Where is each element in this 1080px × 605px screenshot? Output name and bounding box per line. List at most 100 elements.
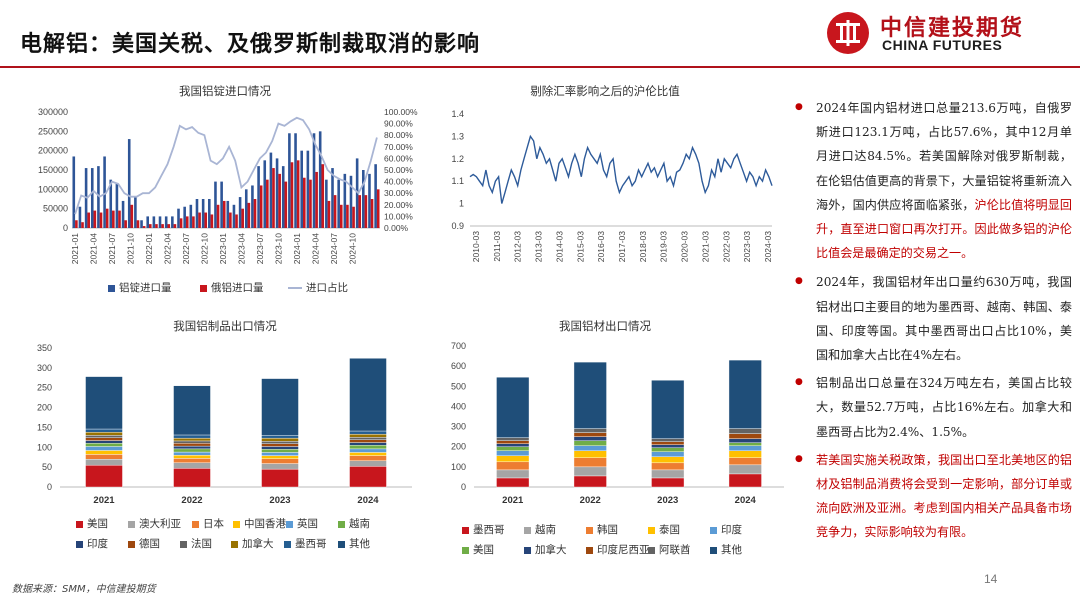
- y-tick-label: 50000: [43, 204, 68, 214]
- bar-russia-imports: [81, 222, 84, 228]
- x-category-label: 2023: [657, 495, 678, 506]
- legend-item: 澳大利亚: [128, 516, 181, 531]
- x-tick-label: 2024-03: [763, 231, 773, 262]
- y2-tick-label: 30.00%: [384, 188, 413, 198]
- stacked-bar-segment: [573, 450, 607, 458]
- stacked-bar-segment: [85, 446, 123, 451]
- stacked-bar-segment: [85, 458, 123, 466]
- y-tick-label: 1: [459, 199, 464, 209]
- stacked-bar-segment: [85, 428, 123, 433]
- stacked-bar-segment: [496, 443, 530, 447]
- bar-russia-imports: [333, 195, 337, 228]
- stacked-bar-segment: [651, 441, 685, 445]
- legend-item: 韩国: [586, 522, 618, 537]
- stacked-bar-segment: [496, 446, 530, 451]
- stacked-bar-segment: [573, 440, 607, 446]
- y2-tick-label: 60.00%: [384, 153, 413, 163]
- y-tick-label: 350: [37, 343, 52, 353]
- y2-tick-label: 50.00%: [384, 165, 413, 175]
- bar-ingot-imports: [362, 170, 365, 228]
- x-category-label: 2023: [269, 495, 290, 506]
- y-tick-label: 500: [451, 381, 466, 391]
- y-tick-label: 50: [42, 462, 52, 472]
- bar-russia-imports: [346, 204, 349, 228]
- legend-item: 印度尼西亚: [586, 542, 650, 557]
- bar-ingot-imports: [226, 200, 230, 228]
- stacked-bar-segment: [728, 450, 762, 458]
- bar-ingot-imports: [90, 168, 94, 228]
- legend-item: 越南: [338, 516, 370, 531]
- stacked-bar-segment: [261, 452, 299, 456]
- chart3-legend: 美国 澳大利亚 日本 中国香港 英国 越南 印度 德国 法国 加拿大 墨西哥 其…: [76, 516, 406, 552]
- stacked-bar-segment: [173, 468, 211, 488]
- legend-item: 泰国: [648, 522, 680, 537]
- bar-ingot-imports: [238, 197, 242, 228]
- y-tick-label: 0: [63, 223, 68, 233]
- bar-ingot-imports: [343, 173, 347, 228]
- x-tick-label: 2016-03: [596, 231, 606, 262]
- bar-russia-imports: [105, 208, 109, 228]
- bar-ingot-imports: [306, 150, 310, 228]
- bar-russia-imports: [149, 224, 152, 228]
- bar-ingot-imports: [374, 164, 377, 228]
- bar-ingot-imports: [189, 204, 193, 228]
- stacked-bar-segment: [349, 460, 387, 467]
- bar-ingot-imports: [164, 216, 168, 228]
- stacked-bar-segment: [261, 463, 299, 470]
- stacked-bar-segment: [261, 446, 299, 450]
- bar-ingot-imports: [127, 139, 131, 228]
- legend-item: 印度: [710, 522, 742, 537]
- stacked-bar-segment: [173, 443, 211, 447]
- x-tick-label: 2021-01: [70, 233, 80, 264]
- stacked-bar-segment: [573, 436, 607, 441]
- bar-ingot-imports: [281, 166, 285, 228]
- bar-russia-imports: [130, 204, 134, 228]
- legend-item: 日本: [192, 516, 224, 531]
- x-category-label: 2022: [580, 495, 601, 506]
- y-tick-label: 700: [451, 341, 466, 351]
- bar-russia-imports: [259, 185, 263, 228]
- stacked-bar-segment: [261, 449, 299, 453]
- x-tick-label: 2022-03: [721, 231, 731, 262]
- bar-russia-imports: [136, 220, 140, 228]
- chart4-title: 我国铝材出口情况: [559, 319, 651, 333]
- stacked-bar-segment: [573, 475, 607, 488]
- bullet-paragraph: ● 2024年，我国铝材年出口量约630万吨，我国铝材出口主要目的地为墨西哥、越…: [795, 270, 1072, 367]
- bullet-dot-icon: ●: [795, 102, 803, 112]
- stacked-bar-segment: [173, 451, 211, 456]
- bar-ingot-imports: [146, 216, 149, 228]
- x-tick-label: 2018-03: [638, 231, 648, 262]
- legend-item: 俄铝进口量: [200, 280, 264, 295]
- x-tick-label: 2023-04: [236, 233, 246, 264]
- x-tick-label: 2021-10: [126, 233, 136, 264]
- bar-russia-imports: [142, 226, 146, 228]
- bar-russia-imports: [185, 216, 189, 228]
- x-category-label: 2024: [357, 495, 379, 506]
- y2-tick-label: 70.00%: [384, 142, 413, 152]
- stacked-bar-segment: [496, 437, 530, 441]
- x-tick-label: 2023-07: [255, 233, 265, 264]
- bar-ingot-imports: [152, 216, 156, 228]
- stacked-bar-segment: [728, 433, 762, 439]
- x-tick-label: 2022-07: [181, 233, 191, 264]
- x-tick-label: 2024-10: [347, 233, 357, 264]
- x-tick-label: 2022-01: [144, 233, 154, 264]
- stacked-bar-segment: [651, 462, 685, 471]
- legend-item: 美国: [76, 516, 108, 531]
- bar-russia-imports: [284, 181, 288, 228]
- bullet-paragraph: ● 2024年国内铝材进口总量213.6万吨，自俄罗斯进口123.1万吨，占比5…: [795, 96, 1072, 265]
- bullet-dot-icon: ●: [795, 453, 803, 464]
- stacked-bar-segment: [349, 433, 387, 438]
- bar-russia-imports: [309, 179, 312, 228]
- chart-aluminum-exports: 0 100 200 300 400 500 600 700 2021 2022 2023 2024: [451, 341, 784, 506]
- x-tick-label: 2022-10: [199, 233, 209, 264]
- stacked-bar-segment: [173, 440, 211, 444]
- bar-ingot-imports: [140, 220, 143, 228]
- legend-item: 进口占比: [288, 280, 348, 295]
- bar-ingot-imports: [72, 156, 76, 228]
- x-category-label: 2021: [502, 495, 524, 506]
- x-tick-label: 2023-10: [273, 233, 283, 264]
- bar-ingot-imports: [300, 150, 303, 228]
- y2-tick-label: 90.00%: [384, 119, 413, 129]
- stacked-bar-segment: [728, 445, 762, 451]
